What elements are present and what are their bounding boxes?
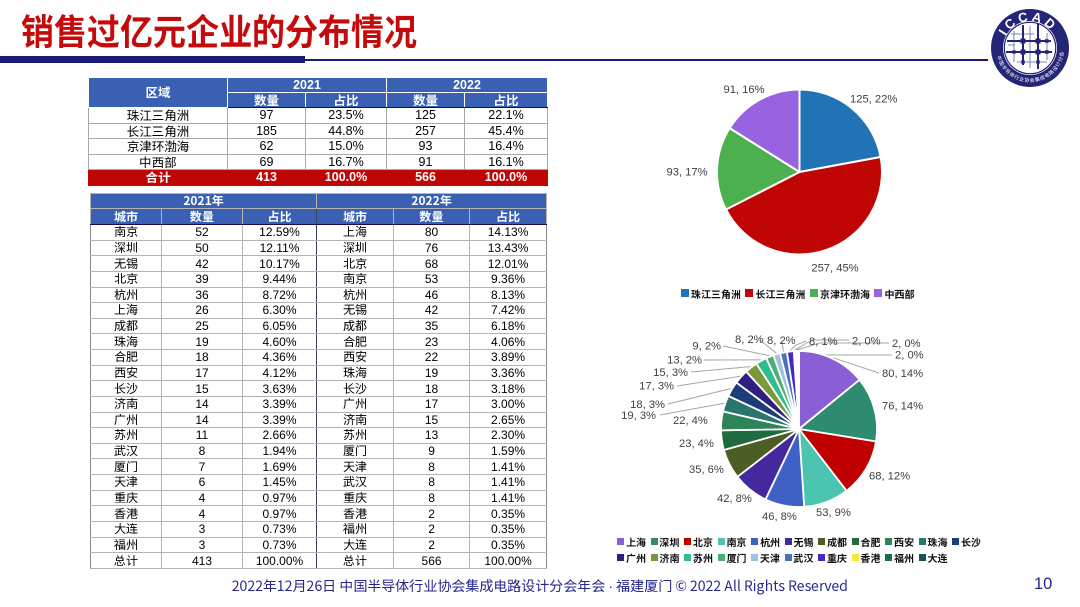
svg-text:53, 9%: 53, 9%: [816, 507, 851, 519]
svg-text:2, 0%: 2, 0%: [895, 350, 924, 362]
svg-text:2, 0%: 2, 0%: [892, 338, 921, 350]
svg-text:42, 8%: 42, 8%: [717, 493, 752, 505]
svg-text:13, 2%: 13, 2%: [667, 355, 702, 367]
svg-text:93, 17%: 93, 17%: [666, 167, 707, 179]
svg-text:80, 14%: 80, 14%: [882, 368, 923, 380]
svg-text:68, 12%: 68, 12%: [869, 471, 910, 483]
svg-text:8, 1%: 8, 1%: [809, 336, 838, 348]
svg-text:18, 3%: 18, 3%: [630, 399, 665, 411]
svg-text:76, 14%: 76, 14%: [882, 401, 923, 413]
svg-text:22, 4%: 22, 4%: [673, 415, 708, 427]
svg-text:46, 8%: 46, 8%: [762, 511, 797, 523]
svg-text:15, 3%: 15, 3%: [653, 367, 688, 379]
svg-text:35, 6%: 35, 6%: [689, 464, 724, 476]
svg-text:91, 16%: 91, 16%: [723, 84, 764, 96]
svg-text:23, 4%: 23, 4%: [679, 438, 714, 450]
svg-text:19, 3%: 19, 3%: [621, 410, 656, 422]
svg-text:9, 2%: 9, 2%: [692, 341, 721, 353]
svg-text:8, 2%: 8, 2%: [735, 334, 764, 346]
svg-text:8, 2%: 8, 2%: [767, 335, 796, 347]
svg-text:2, 0%: 2, 0%: [852, 336, 881, 348]
svg-text:257, 45%: 257, 45%: [811, 263, 858, 275]
svg-text:17, 3%: 17, 3%: [639, 381, 674, 393]
svg-text:125, 22%: 125, 22%: [850, 94, 897, 106]
